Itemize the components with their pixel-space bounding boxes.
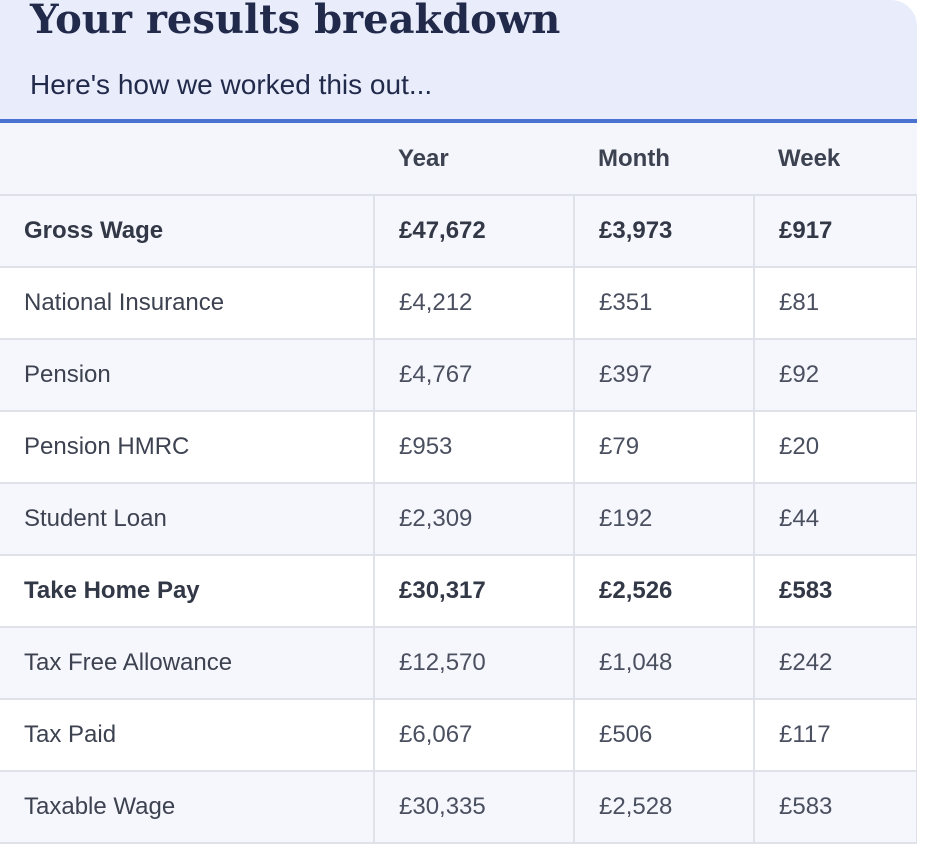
column-header-year: Year — [374, 123, 574, 196]
week-value: £117 — [753, 698, 917, 772]
breakdown-table: Year Month Week Gross Wage £47,672 £3,973 £… — [0, 123, 917, 844]
year-value: £2,309 — [373, 482, 575, 556]
week-value: £917 — [753, 194, 917, 268]
results-header: Your results breakdown Here's how we wor… — [0, 0, 917, 123]
column-header-week: Week — [754, 123, 917, 196]
month-value: £3,973 — [573, 194, 755, 268]
week-value: £20 — [753, 410, 917, 484]
week-value: £583 — [753, 770, 917, 844]
month-value: £79 — [573, 410, 755, 484]
page-title: Your results breakdown — [30, 0, 561, 43]
year-value: £30,317 — [373, 554, 575, 628]
row-label: Taxable Wage — [0, 770, 375, 844]
table-row: Pension £4,767 £397 £92 — [0, 338, 917, 412]
month-value: £506 — [573, 698, 755, 772]
year-value: £30,335 — [373, 770, 575, 844]
row-label: Pension — [0, 338, 375, 412]
year-value: £12,570 — [373, 626, 575, 700]
page-subtitle: Here's how we worked this out... — [30, 69, 433, 100]
week-value: £92 — [753, 338, 917, 412]
table-body: Gross Wage £47,672 £3,973 £917 National Insu… — [0, 194, 917, 844]
year-value: £6,067 — [373, 698, 575, 772]
month-value: £1,048 — [573, 626, 755, 700]
row-label: Tax Free Allowance — [0, 626, 375, 700]
week-value: £44 — [753, 482, 917, 556]
column-header-label — [0, 123, 374, 196]
table-row: Pension HMRC £953 £79 £20 — [0, 410, 917, 484]
row-label: Student Loan — [0, 482, 375, 556]
table-header-row: Year Month Week — [0, 123, 917, 196]
month-value: £192 — [573, 482, 755, 556]
month-value: £397 — [573, 338, 755, 412]
table-row: Student Loan £2,309 £192 £44 — [0, 482, 917, 556]
row-label: Pension HMRC — [0, 410, 375, 484]
month-value: £2,526 — [573, 554, 755, 628]
table-row: Tax Free Allowance £12,570 £1,048 £242 — [0, 626, 917, 700]
table-row: Tax Paid £6,067 £506 £117 — [0, 698, 917, 772]
column-header-month: Month — [574, 123, 754, 196]
row-label: Gross Wage — [0, 194, 375, 268]
table-row: Take Home Pay £30,317 £2,526 £583 — [0, 554, 917, 628]
breakdown-table-container: Year Month Week Gross Wage £47,672 £3,973 £… — [0, 123, 917, 849]
week-value: £242 — [753, 626, 917, 700]
year-value: £4,212 — [373, 266, 575, 340]
week-value: £81 — [753, 266, 917, 340]
table-row: National Insurance £4,212 £351 £81 — [0, 266, 917, 340]
year-value: £4,767 — [373, 338, 575, 412]
year-value: £953 — [373, 410, 575, 484]
row-label: Take Home Pay — [0, 554, 375, 628]
table-row: Taxable Wage £30,335 £2,528 £583 — [0, 770, 917, 844]
year-value: £47,672 — [373, 194, 575, 268]
table-row: Gross Wage £47,672 £3,973 £917 — [0, 194, 917, 268]
month-value: £351 — [573, 266, 755, 340]
month-value: £2,528 — [573, 770, 755, 844]
row-label: National Insurance — [0, 266, 375, 340]
row-label: Tax Paid — [0, 698, 375, 772]
week-value: £583 — [753, 554, 917, 628]
